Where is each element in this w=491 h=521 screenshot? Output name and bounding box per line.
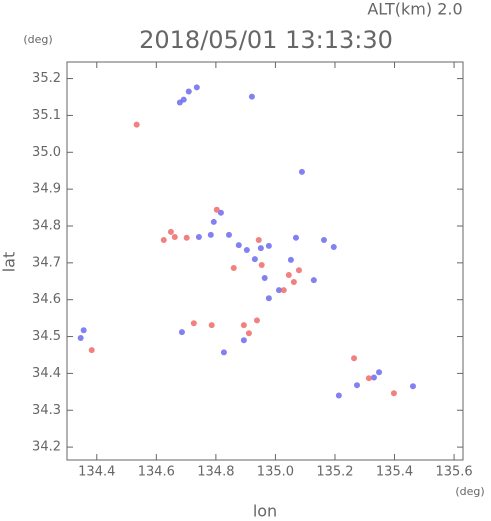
echo-point	[243, 246, 250, 253]
x-tick-label: 135.6	[435, 465, 472, 480]
y-tick-label: 34.3	[32, 403, 61, 418]
echo-point	[257, 245, 264, 252]
echo-point	[208, 322, 215, 329]
echo-point	[370, 374, 377, 381]
echo-point	[178, 329, 185, 336]
echo-point	[220, 349, 227, 356]
echo-point	[258, 262, 265, 269]
echo-point	[230, 265, 237, 272]
echo-point	[185, 88, 192, 95]
echo-point	[351, 355, 358, 362]
echo-point	[261, 274, 268, 281]
echo-point	[292, 234, 299, 241]
echo-point	[235, 242, 242, 249]
echo-point	[160, 236, 167, 243]
echo-point	[210, 218, 217, 225]
x-axis-label: lon	[253, 502, 277, 521]
x-tick-label: 135.2	[316, 465, 353, 480]
echo-point	[190, 320, 197, 327]
echo-point	[251, 256, 258, 263]
echo-point	[295, 267, 302, 274]
echo-point	[240, 337, 247, 344]
echo-point	[285, 272, 292, 279]
echo-point	[287, 256, 294, 263]
echo-point	[133, 121, 140, 128]
echo-point	[245, 330, 252, 337]
echo-point	[265, 242, 272, 249]
y-tick-label: 34.6	[32, 292, 61, 307]
echo-point	[265, 295, 272, 302]
y-axis-label: lat	[0, 252, 19, 273]
echo-point	[183, 234, 190, 241]
echo-point	[217, 209, 224, 216]
echo-point	[330, 243, 337, 250]
echo-point	[390, 390, 397, 397]
echo-point	[255, 236, 262, 243]
echo-point	[171, 234, 178, 241]
x-tick-label: 135.4	[376, 465, 413, 480]
echo-point	[310, 277, 317, 284]
y-unit: (deg)	[23, 33, 52, 46]
y-tick-label: 34.9	[32, 182, 61, 197]
echo-point	[176, 99, 183, 106]
plot-frame	[66, 61, 464, 461]
echo-point	[88, 347, 95, 354]
y-tick-label: 35.2	[32, 71, 61, 86]
echo-point	[80, 327, 87, 334]
chart-title: 2018/05/01 13:13:30	[139, 26, 393, 54]
x-unit: (deg)	[455, 485, 484, 498]
echo-point	[167, 228, 174, 235]
x-tick-label: 134.4	[78, 465, 115, 480]
y-tick-label: 35.1	[32, 108, 61, 123]
echo-point	[365, 375, 372, 382]
echo-point	[207, 231, 214, 238]
echo-point	[290, 279, 297, 286]
echo-point	[253, 317, 260, 324]
y-tick-label: 34.4	[32, 366, 61, 381]
echo-point	[354, 382, 361, 389]
echo-point	[320, 236, 327, 243]
echo-point	[298, 168, 305, 175]
echo-point	[195, 234, 202, 241]
echo-point	[335, 392, 342, 399]
x-tick-label: 134.6	[138, 465, 175, 480]
echo-point	[77, 335, 84, 342]
y-tick-label: 34.8	[32, 218, 61, 233]
y-tick-label: 34.5	[32, 329, 61, 344]
echo-point	[240, 322, 247, 329]
echo-point	[280, 287, 287, 294]
echo-point	[193, 84, 200, 91]
x-tick-label: 135.0	[257, 465, 294, 480]
echo-point	[376, 369, 383, 376]
echo-point	[248, 93, 255, 100]
y-tick-label: 35.0	[32, 145, 61, 160]
y-tick-label: 34.2	[32, 440, 61, 455]
altitude-label: ALT(km) 2.0	[367, 0, 462, 19]
x-tick-label: 134.8	[197, 465, 234, 480]
echo-point	[409, 383, 416, 390]
y-tick-label: 34.7	[32, 255, 61, 270]
echo-point	[225, 231, 232, 238]
echo-point	[275, 287, 282, 294]
echo-point	[213, 206, 220, 213]
